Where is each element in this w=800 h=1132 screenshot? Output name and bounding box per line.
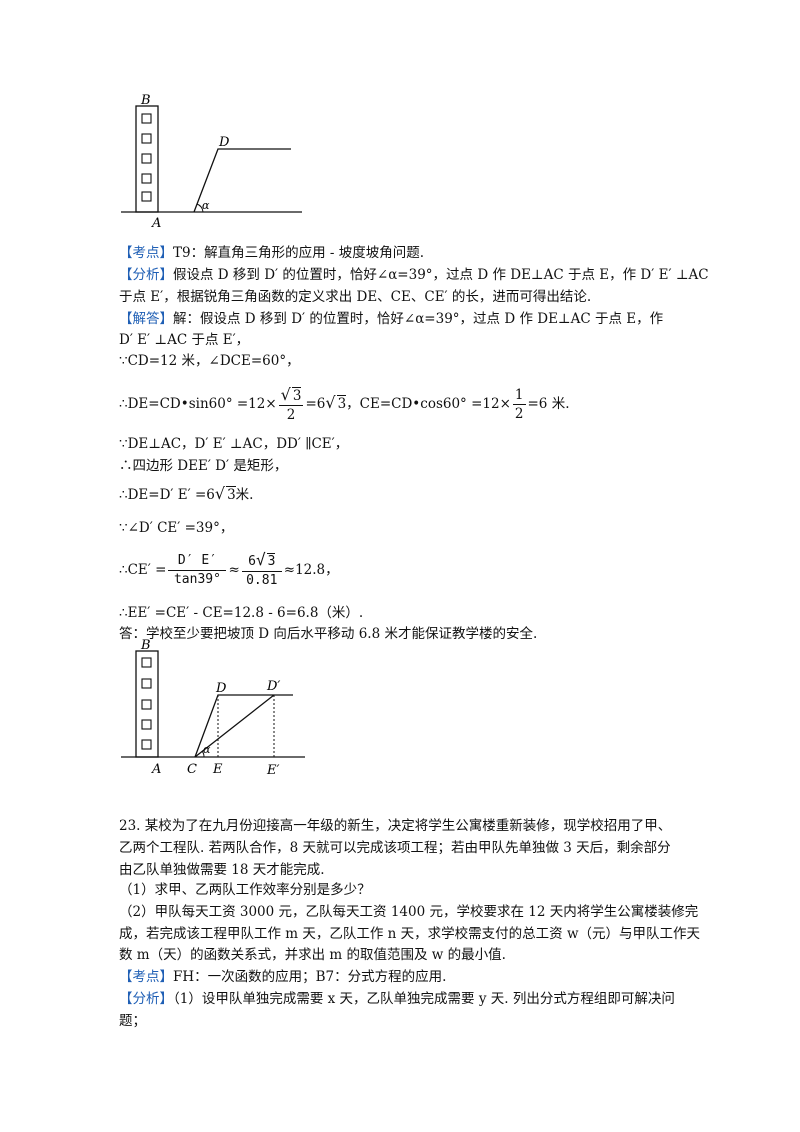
fenxi-text-1: 假设点 D 移到 D′ 的位置时，恰好∠α=39°，过点 D 作 DE⊥AC 于… [173, 267, 709, 283]
q23-part-2-line-2: 成，若完成该工程甲队工作 m 天，乙队工作 n 天，求学校需支付的总工资 w（元… [119, 926, 701, 942]
step-1: ∵CD=12 米，∠DCE=60°， [119, 353, 300, 369]
building [135, 650, 159, 758]
angle-arc [201, 750, 205, 758]
q23-part-2-line-3: 数 m（天）的函数关系式，并求出 m 的取值范围及 w 的最小值. [119, 947, 506, 963]
q23-kaodian-line: 【考点】FH：一次函数的应用；B7：分式方程的应用. [119, 967, 446, 987]
kaodian-tag: 【考点】 [119, 245, 173, 261]
label-e-prime: E′ [266, 763, 279, 778]
building [135, 105, 159, 213]
step-2-d: =6 米. [527, 396, 570, 412]
step-2-c: ，CE=CD•cos60° =12× [346, 396, 511, 412]
step-5-b: 米. [235, 487, 254, 503]
jieda-text-1: 解：假设点 D 移到 D′ 的位置时，恰好∠α=39°，过点 D 作 DE⊥AC… [173, 311, 664, 327]
window [141, 719, 152, 730]
jieda-line-2: D′ E′ ⊥AC 于点 E′， [119, 332, 250, 348]
label-a: A [151, 216, 161, 230]
sqrt-3: 3 [226, 486, 236, 503]
window [141, 153, 152, 164]
sqrt-3: 3 [336, 395, 347, 412]
label-d: D [218, 135, 230, 150]
window [141, 739, 152, 750]
step-6: ∵∠D′ CE′ =39°， [119, 520, 234, 536]
fenxi-tag: 【分析】 [119, 267, 173, 283]
step-5: ∴DE=D′ E′ =6√ 3米. [119, 484, 254, 503]
step-8: ∴EE′ =CE′ - CE=12.8 - 6=6.8（米）. [119, 605, 364, 621]
figure-slope-building-2: B A C E E′ D D′ α [121, 638, 305, 778]
fraction-sqrt3-over-2: √ 3 2 [278, 384, 304, 423]
label-d: D [215, 681, 227, 696]
q23-part-2-line-1: （2）甲队每天工资 3000 元，乙队每天工资 1400 元，学校要求在 12 … [119, 904, 699, 920]
q23-fenxi-line-2: 题； [119, 1013, 146, 1029]
figure-slope-building-1: B A D α [121, 93, 302, 230]
label-c: C [187, 762, 197, 777]
label-alpha: α [203, 743, 211, 756]
fenxi-line-2: 于点 E′，根据锐角三角函数的定义求出 DE、CE、CE′ 的长，进而可得出结论… [119, 289, 592, 305]
jieda-tag: 【解答】 [119, 311, 173, 327]
window [141, 699, 152, 710]
step-7: ∴CE′ = D′ E′ tan39° ≈6√ 3 0.81 ≈12.8， [119, 550, 339, 590]
q23-line-3: 由乙队单独做需要 18 天才能完成. [119, 862, 325, 878]
fenxi-text-1: （1）设甲队单独完成需要 x 天，乙队单独完成需要 y 天. 列出分式方程组即可… [173, 991, 675, 1007]
label-alpha: α [202, 199, 210, 212]
q23-part-1: （1）求甲、乙两队工作效率分别是多少？ [119, 882, 371, 898]
label-a: A [151, 762, 161, 777]
step-7-a: ∴CE′ = [119, 562, 167, 578]
window [141, 657, 152, 668]
jieda-line-1: 【解答】解：假设点 D 移到 D′ 的位置时，恰好∠α=39°，过点 D 作 D… [119, 309, 663, 329]
step-2-b: =6 [305, 396, 326, 412]
slope-line [193, 148, 291, 213]
q23-line-1: 23. 某校为了在九月份迎接高一年级的新生，决定将学生公寓楼重新装修，现学校招用… [119, 818, 672, 834]
label-b: B [140, 93, 151, 108]
label-b: B [140, 638, 151, 653]
step-4: ∴四边形 DEE′ D′ 是矩形， [119, 458, 288, 474]
window [141, 678, 152, 689]
angle-arc [196, 203, 204, 213]
step-5-a: ∴DE=D′ E′ =6 [119, 487, 215, 503]
window [141, 173, 152, 184]
fraction-6sqrt3-over-081: 6√ 3 0.81 [241, 551, 282, 590]
approx-sign: ≈ [228, 562, 240, 578]
fraction-de-over-tan39: D′ E′ tan39° [168, 552, 227, 589]
fenxi-line-1: 【分析】假设点 D 移到 D′ 的位置时，恰好∠α=39°，过点 D 作 DE⊥… [119, 265, 709, 285]
new-slope-line [194, 694, 275, 758]
answer: 答：学校至少要把坡顶 D 向后水平移动 6.8 米才能保证教学楼的安全. [119, 626, 538, 642]
kaodian-line: 【考点】T9：解直角三角形的应用 - 坡度坡角问题. [119, 243, 424, 263]
window [141, 133, 152, 144]
step-2: ∴DE=CD•sin60° =12× √ 3 2 =6√ 3，CE=CD•cos60° =… [119, 384, 570, 423]
step-2-a: ∴DE=CD•sin60° =12× [119, 396, 277, 412]
label-e: E [212, 762, 223, 777]
kaodian-text: T9：解直角三角形的应用 - 坡度坡角问题. [173, 245, 425, 261]
window [141, 113, 152, 124]
kaodian-tag: 【考点】 [119, 969, 173, 985]
fenxi-tag: 【分析】 [119, 991, 173, 1007]
window [141, 191, 152, 202]
step-7-b: ≈12.8， [283, 562, 339, 578]
q23-fenxi-line-1: 【分析】（1）设甲队单独完成需要 x 天，乙队单独完成需要 y 天. 列出分式方… [119, 989, 675, 1009]
label-d-prime: D′ [266, 679, 280, 694]
step-3: ∵DE⊥AC，D′ E′ ⊥AC，DD′ ∥CE′， [119, 436, 349, 452]
kaodian-text: FH：一次函数的应用；B7：分式方程的应用. [173, 969, 447, 985]
q23-line-2: 乙两个工程队. 若两队合作，8 天就可以完成该项工程；若由甲队先单独做 3 天后… [119, 840, 671, 856]
